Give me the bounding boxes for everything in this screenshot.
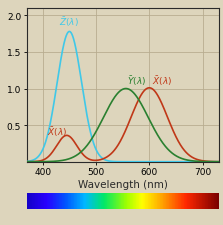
Text: $\bar{Y}$$(\lambda)$: $\bar{Y}$$(\lambda)$ bbox=[127, 74, 146, 88]
Text: $\bar{Z}$$(\lambda)$: $\bar{Z}$$(\lambda)$ bbox=[59, 15, 79, 29]
Text: $\bar{X}$$(\lambda)$: $\bar{X}$$(\lambda)$ bbox=[153, 74, 173, 88]
Text: $\bar{X}$$(\lambda)$: $\bar{X}$$(\lambda)$ bbox=[47, 124, 67, 138]
X-axis label: Wavelength (nm): Wavelength (nm) bbox=[78, 179, 168, 189]
